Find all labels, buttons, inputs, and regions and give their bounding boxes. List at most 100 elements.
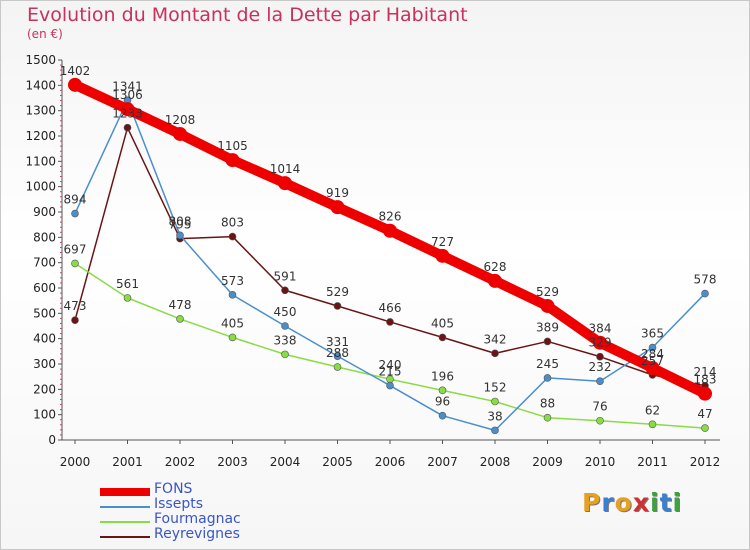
data-point-fons: [698, 386, 712, 401]
data-point-reyrevignes: [543, 337, 552, 346]
data-point-issepts: [438, 411, 447, 420]
data-label-fons: 1402: [60, 64, 91, 78]
data-label-fourmagnac: 697: [64, 242, 87, 256]
data-label-fourmagnac: 62: [645, 403, 660, 417]
data-label-fourmagnac: 196: [431, 369, 454, 383]
x-tick-label: 2012: [690, 455, 721, 469]
y-tick-label: 1400: [25, 78, 56, 92]
data-label-reyrevignes: 329: [589, 336, 612, 350]
data-label-fons: 1014: [270, 162, 301, 176]
y-tick-label: 500: [33, 306, 56, 320]
data-point-fourmagnac: [176, 315, 184, 323]
data-point-fons: [68, 77, 82, 92]
logo-letter-r: r: [601, 488, 615, 517]
data-label-fons: 284: [641, 347, 664, 361]
logo-letter-o: o: [614, 488, 633, 517]
data-label-reyrevignes: 803: [221, 216, 244, 230]
y-tick-label: 300: [33, 357, 56, 371]
data-point-fourmagnac: [543, 413, 552, 422]
data-point-fourmagnac: [596, 416, 604, 425]
data-label-reyrevignes: 591: [274, 269, 297, 283]
data-point-issepts: [333, 352, 342, 360]
y-tick-label: 1000: [25, 180, 56, 194]
data-label-fons: 628: [484, 260, 507, 274]
data-label-fourmagnac: 152: [484, 380, 507, 394]
x-tick-label: 2007: [427, 455, 458, 469]
data-point-fourmagnac: [71, 259, 79, 268]
logo-letter-p: P: [582, 488, 602, 517]
data-point-issepts: [701, 289, 709, 298]
data-label-reyrevignes: 342: [484, 332, 507, 346]
data-label-fons: 826: [379, 210, 402, 224]
data-label-fourmagnac: 405: [221, 316, 244, 330]
data-point-issepts: [176, 231, 184, 240]
data-point-reyrevignes: [596, 352, 604, 361]
y-tick-label: 100: [33, 408, 56, 422]
data-label-fourmagnac: 88: [540, 397, 555, 411]
data-label-fourmagnac: 478: [169, 298, 192, 312]
legend-label-reyrevignes: Reyrevignes: [154, 526, 240, 542]
data-point-fons: [540, 298, 555, 313]
data-point-fons: [383, 223, 397, 238]
data-point-reyrevignes: [333, 302, 342, 310]
data-point-fons: [435, 248, 450, 263]
data-label-issepts: 450: [274, 305, 297, 319]
logo-letter-x: x: [632, 488, 650, 517]
data-label-issepts: 245: [536, 357, 559, 371]
y-tick-label: 400: [33, 332, 56, 346]
data-point-fourmagnac: [438, 386, 447, 395]
y-tick-label: 600: [33, 281, 56, 295]
data-label-fons: 919: [326, 186, 349, 200]
y-tick-label: 1500: [25, 53, 56, 67]
data-label-issepts: 232: [589, 360, 612, 374]
data-point-reyrevignes: [123, 123, 132, 132]
data-point-fons: [488, 273, 502, 288]
logo-letter-i2: i: [672, 488, 683, 517]
data-point-fons: [278, 176, 292, 191]
x-tick-label: 2000: [60, 455, 91, 469]
data-label-fourmagnac: 240: [379, 358, 402, 372]
data-point-reyrevignes: [281, 286, 289, 295]
data-label-fons: 1105: [217, 139, 248, 153]
data-label-issepts: 215: [379, 365, 402, 379]
data-label-fons: 1306: [112, 88, 143, 102]
data-point-fourmagnac: [281, 350, 289, 359]
legend-label-fourmagnac: Fourmagnac: [154, 511, 241, 527]
x-tick-label: 2009: [532, 455, 563, 469]
data-label-issepts: 38: [487, 409, 502, 423]
y-tick-label: 200: [33, 382, 56, 396]
data-point-issepts: [71, 209, 79, 218]
data-label-reyrevignes: 466: [379, 301, 402, 315]
proxiti-logo: Proxiti: [582, 488, 682, 517]
data-label-fons: 384: [589, 322, 612, 336]
data-point-reyrevignes: [228, 232, 237, 241]
data-label-fourmagnac: 76: [592, 400, 607, 414]
data-point-issepts: [228, 291, 237, 299]
data-point-fons: [173, 126, 187, 141]
data-point-reyrevignes: [438, 333, 447, 342]
x-tick-label: 2008: [480, 455, 511, 469]
x-tick-label: 2011: [637, 455, 668, 469]
data-point-fourmagnac: [701, 424, 709, 432]
data-point-issepts: [543, 374, 552, 382]
data-label-fourmagnac: 561: [116, 277, 139, 291]
y-tick-label: 1100: [25, 154, 56, 168]
data-label-reyrevignes: 389: [536, 320, 559, 334]
data-point-issepts: [596, 377, 604, 386]
data-label-reyrevignes: 795: [169, 218, 192, 232]
logo-letter-i: i: [650, 488, 660, 517]
y-tick-label: 800: [33, 230, 56, 244]
data-label-reyrevignes: 1233: [112, 107, 143, 121]
y-tick-label: 900: [33, 205, 56, 219]
legend-swatch-fons: [100, 488, 150, 496]
y-tick-label: 1300: [25, 104, 56, 118]
data-label-issepts: 894: [64, 193, 87, 207]
data-point-fourmagnac: [123, 294, 132, 302]
legend-swatch-reyrevignes: [100, 536, 150, 538]
x-tick-label: 2010: [585, 455, 616, 469]
data-point-issepts: [386, 381, 394, 390]
data-point-fons: [330, 200, 345, 215]
data-label-reyrevignes: 529: [326, 285, 349, 299]
x-tick-label: 2004: [270, 455, 301, 469]
